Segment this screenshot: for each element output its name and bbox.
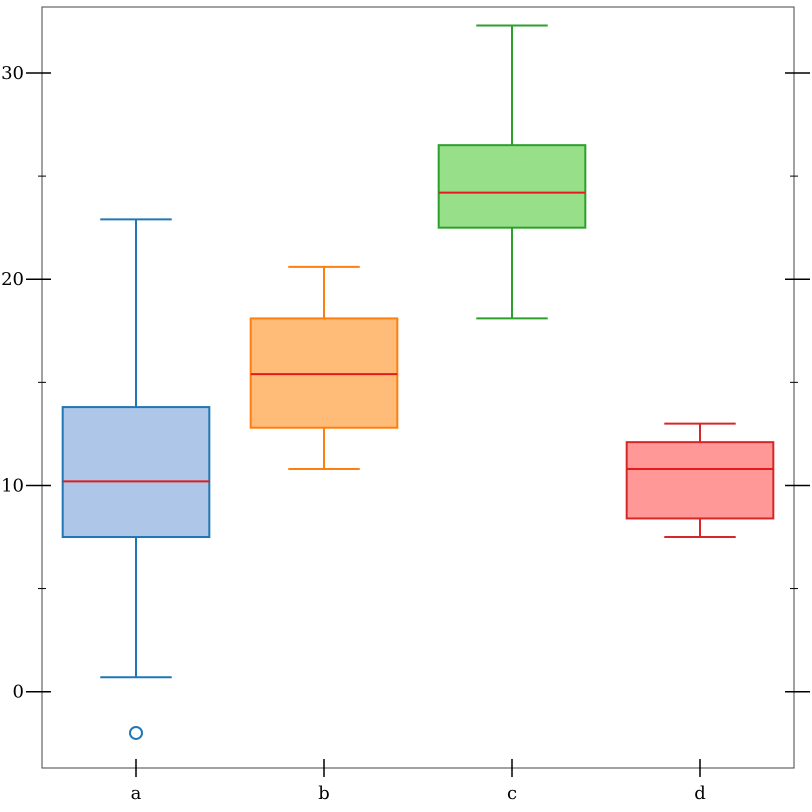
box-c: [437, 24, 587, 320]
box-d: [625, 422, 775, 539]
y-tick-label: 0: [13, 682, 24, 703]
plot-area-frame: [41, 6, 795, 769]
interquartile-box: [249, 317, 399, 429]
axes: 0 10 20 30 a b c d: [1, 63, 810, 804]
box-b: [249, 265, 399, 470]
interquartile-box: [437, 144, 587, 229]
x-tick-label: b: [318, 783, 330, 804]
box-a: [61, 218, 211, 740]
x-tick-label: a: [131, 783, 142, 804]
interquartile-box: [61, 406, 211, 539]
x-tick-label: d: [694, 783, 706, 804]
x-tick-label: c: [507, 783, 517, 804]
y-tick-label: 30: [1, 63, 24, 84]
boxes: [61, 24, 775, 740]
y-tick-label: 20: [1, 269, 24, 290]
y-tick-label: 10: [1, 475, 24, 496]
outlier-point: [129, 725, 143, 740]
interquartile-box: [625, 441, 775, 520]
